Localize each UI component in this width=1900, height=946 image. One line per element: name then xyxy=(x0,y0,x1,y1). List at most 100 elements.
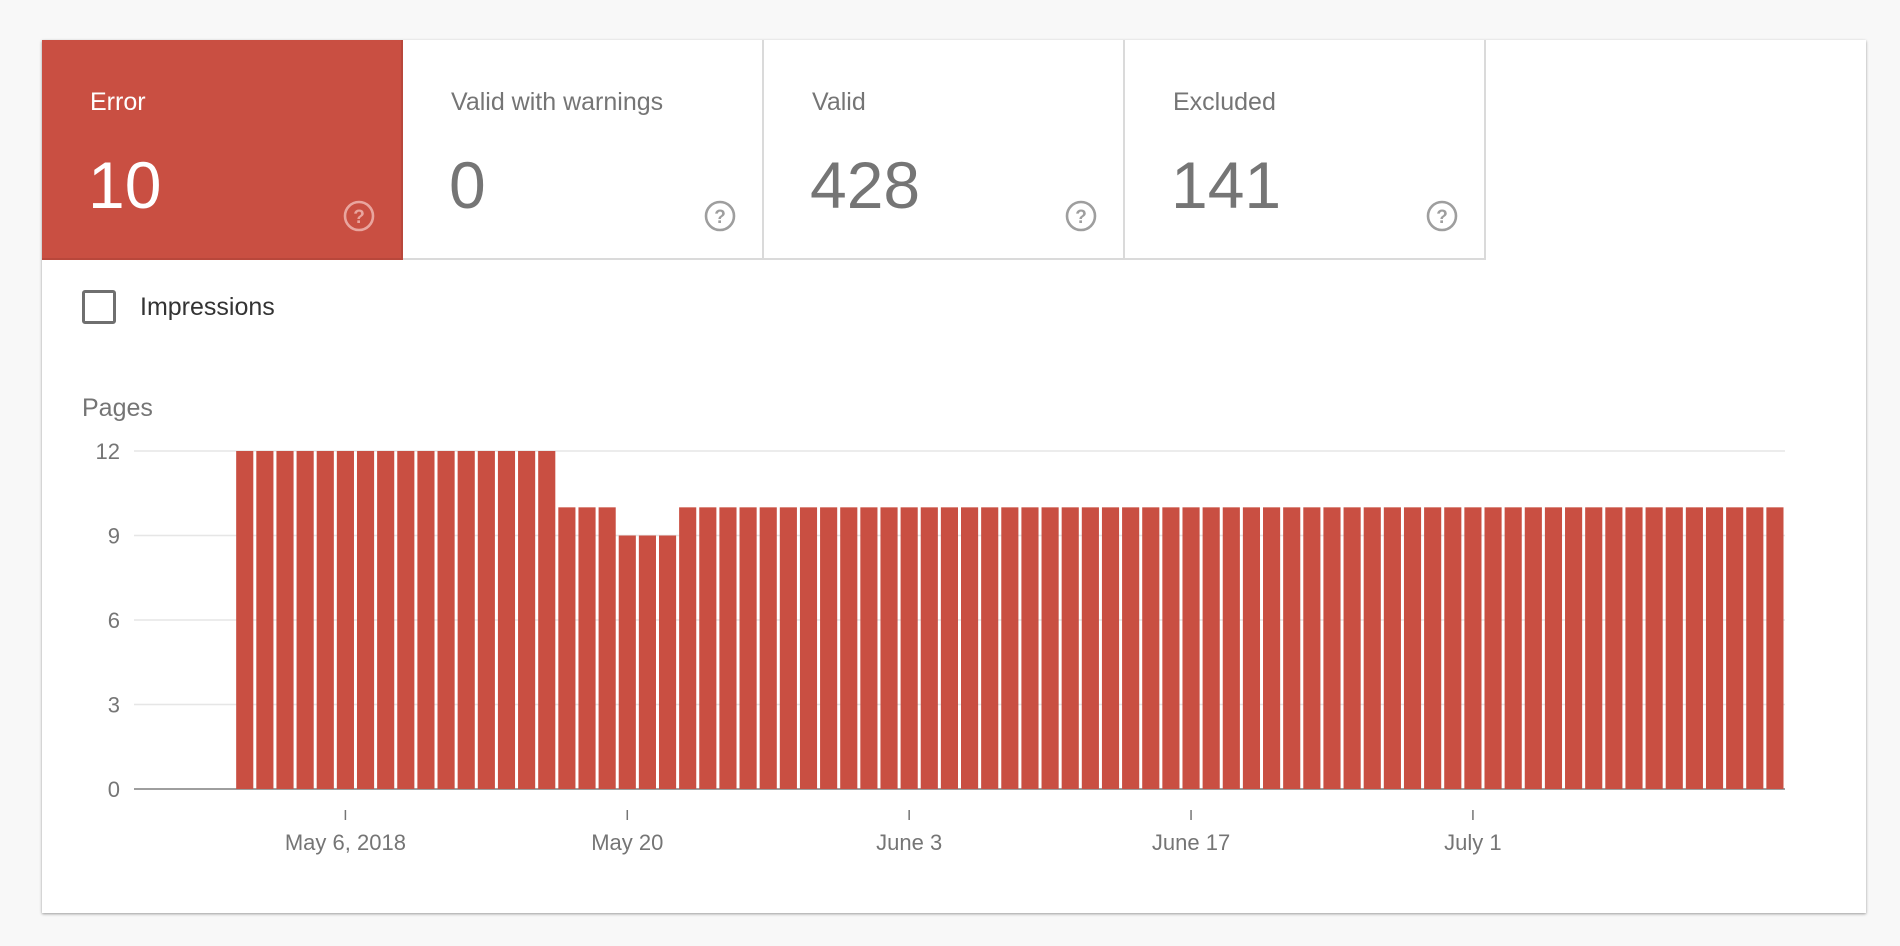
chart-bars xyxy=(236,451,1784,790)
bar[interactable] xyxy=(1162,507,1180,789)
impressions-toggle[interactable]: Impressions xyxy=(82,290,275,324)
bar[interactable] xyxy=(1705,507,1724,789)
tab-error-value: 10 xyxy=(88,148,162,222)
bar[interactable] xyxy=(1283,507,1301,789)
bar[interactable] xyxy=(1504,507,1522,789)
pages-bar-chart: Pages 0 3 6 9 12 May 6, 2018 May 20 June 3 June… xyxy=(82,394,1785,855)
bar[interactable] xyxy=(1021,507,1039,789)
bar[interactable] xyxy=(1061,507,1079,789)
bar[interactable] xyxy=(719,507,737,789)
bar[interactable] xyxy=(276,451,294,789)
y-tick-label: 6 xyxy=(108,608,120,633)
tab-valid-label: Valid xyxy=(812,88,866,116)
bar[interactable] xyxy=(799,507,818,789)
svg-text:?: ? xyxy=(1075,207,1087,228)
bar[interactable] xyxy=(457,451,475,789)
bar[interactable] xyxy=(820,507,838,789)
bar[interactable] xyxy=(618,535,636,790)
bar[interactable] xyxy=(1424,507,1442,789)
bar[interactable] xyxy=(1605,507,1623,789)
bar[interactable] xyxy=(940,507,958,789)
bar[interactable] xyxy=(1383,507,1401,789)
tab-valid[interactable]: Valid 428 ? xyxy=(764,40,1125,260)
bar[interactable] xyxy=(1263,507,1281,789)
bar[interactable] xyxy=(1081,507,1099,789)
x-tick-label: May 20 xyxy=(591,830,663,855)
bar[interactable] xyxy=(1766,507,1784,789)
bar[interactable] xyxy=(1343,507,1361,789)
bar[interactable] xyxy=(1403,507,1422,789)
bar[interactable] xyxy=(578,507,596,789)
bar[interactable] xyxy=(1041,507,1059,789)
bar[interactable] xyxy=(638,535,656,790)
bar[interactable] xyxy=(1565,507,1583,789)
bar[interactable] xyxy=(477,451,495,789)
bar[interactable] xyxy=(558,507,576,789)
bar[interactable] xyxy=(336,451,354,789)
bar[interactable] xyxy=(417,451,435,789)
tab-valid-with-warnings-label: Valid with warnings xyxy=(451,88,664,116)
bar[interactable] xyxy=(1242,507,1261,789)
bar[interactable] xyxy=(900,507,918,789)
bar[interactable] xyxy=(256,451,274,789)
bar[interactable] xyxy=(1202,507,1220,789)
bar[interactable] xyxy=(377,451,395,789)
bar[interactable] xyxy=(658,535,677,790)
x-tick-label: May 6, 2018 xyxy=(285,830,406,855)
tab-valid-with-warnings[interactable]: Valid with warnings 0 ? xyxy=(403,40,764,260)
bar[interactable] xyxy=(679,507,697,789)
bar[interactable] xyxy=(1182,507,1200,789)
tab-error-label: Error xyxy=(90,88,146,116)
bar[interactable] xyxy=(920,507,938,789)
bar[interactable] xyxy=(497,451,516,789)
bar[interactable] xyxy=(236,451,254,789)
bar[interactable] xyxy=(961,507,979,789)
bar[interactable] xyxy=(356,451,375,789)
bar[interactable] xyxy=(1645,507,1663,789)
bar[interactable] xyxy=(1122,507,1140,789)
bar[interactable] xyxy=(840,507,858,789)
x-axis-ticks: May 6, 2018 May 20 June 3 June 17 July 1 xyxy=(285,810,1502,855)
y-tick-label: 0 xyxy=(108,777,120,802)
bar[interactable] xyxy=(1625,507,1643,789)
bar[interactable] xyxy=(739,507,757,789)
bar[interactable] xyxy=(1585,507,1603,789)
bar[interactable] xyxy=(437,451,455,789)
impressions-label: Impressions xyxy=(140,292,275,321)
help-icon[interactable]: ? xyxy=(342,199,376,233)
tab-excluded[interactable]: Excluded 141 ? xyxy=(1125,40,1486,260)
help-icon[interactable]: ? xyxy=(1425,199,1459,233)
bar[interactable] xyxy=(1746,507,1764,789)
bar[interactable] xyxy=(779,507,797,789)
bar[interactable] xyxy=(397,451,415,789)
bar[interactable] xyxy=(1444,507,1462,789)
bar[interactable] xyxy=(1464,507,1482,789)
bar[interactable] xyxy=(1303,507,1321,789)
bar[interactable] xyxy=(699,507,717,789)
bar[interactable] xyxy=(538,451,556,789)
bar[interactable] xyxy=(1222,507,1240,789)
bar[interactable] xyxy=(759,507,777,789)
bar[interactable] xyxy=(296,451,314,789)
bar[interactable] xyxy=(1484,507,1502,789)
tab-error[interactable]: Error 10 ? xyxy=(42,40,403,260)
bar[interactable] xyxy=(1524,507,1542,789)
bar[interactable] xyxy=(880,507,898,789)
bar[interactable] xyxy=(1001,507,1019,789)
bar[interactable] xyxy=(1665,507,1683,789)
bar[interactable] xyxy=(1544,507,1563,789)
help-icon[interactable]: ? xyxy=(703,199,737,233)
help-icon[interactable]: ? xyxy=(1064,199,1098,233)
impressions-checkbox[interactable] xyxy=(82,290,116,324)
bar[interactable] xyxy=(598,507,616,789)
bar[interactable] xyxy=(981,507,999,789)
bar[interactable] xyxy=(1142,507,1160,789)
bar[interactable] xyxy=(518,451,536,789)
bar[interactable] xyxy=(1323,507,1341,789)
bar[interactable] xyxy=(1101,507,1120,789)
bar[interactable] xyxy=(860,507,878,789)
bar[interactable] xyxy=(1685,507,1703,789)
bar[interactable] xyxy=(1363,507,1381,789)
bar[interactable] xyxy=(1726,507,1744,789)
bar[interactable] xyxy=(316,451,334,789)
